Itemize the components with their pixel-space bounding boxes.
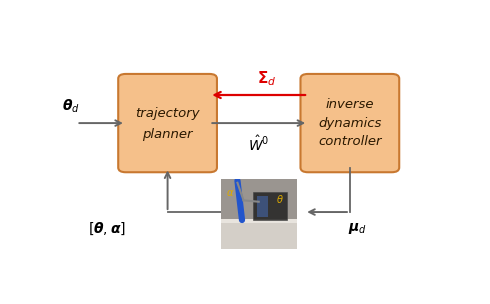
Text: controller: controller [318, 135, 382, 148]
Text: $\hat{W}^0$: $\hat{W}^0$ [248, 135, 270, 154]
Text: inverse: inverse [326, 98, 374, 111]
FancyBboxPatch shape [300, 74, 399, 172]
Text: dynamics: dynamics [318, 117, 382, 130]
Text: planner: planner [142, 128, 193, 141]
Text: $\boldsymbol{\theta}_d$: $\boldsymbol{\theta}_d$ [62, 98, 80, 116]
Text: $[\boldsymbol{\theta},\boldsymbol{\alpha}]$: $[\boldsymbol{\theta},\boldsymbol{\alpha… [88, 220, 126, 237]
Text: trajectory: trajectory [135, 107, 200, 120]
Text: $\boldsymbol{\Sigma}_d$: $\boldsymbol{\Sigma}_d$ [257, 69, 276, 88]
Text: $\boldsymbol{\mu}_d$: $\boldsymbol{\mu}_d$ [348, 221, 367, 236]
FancyBboxPatch shape [118, 74, 217, 172]
